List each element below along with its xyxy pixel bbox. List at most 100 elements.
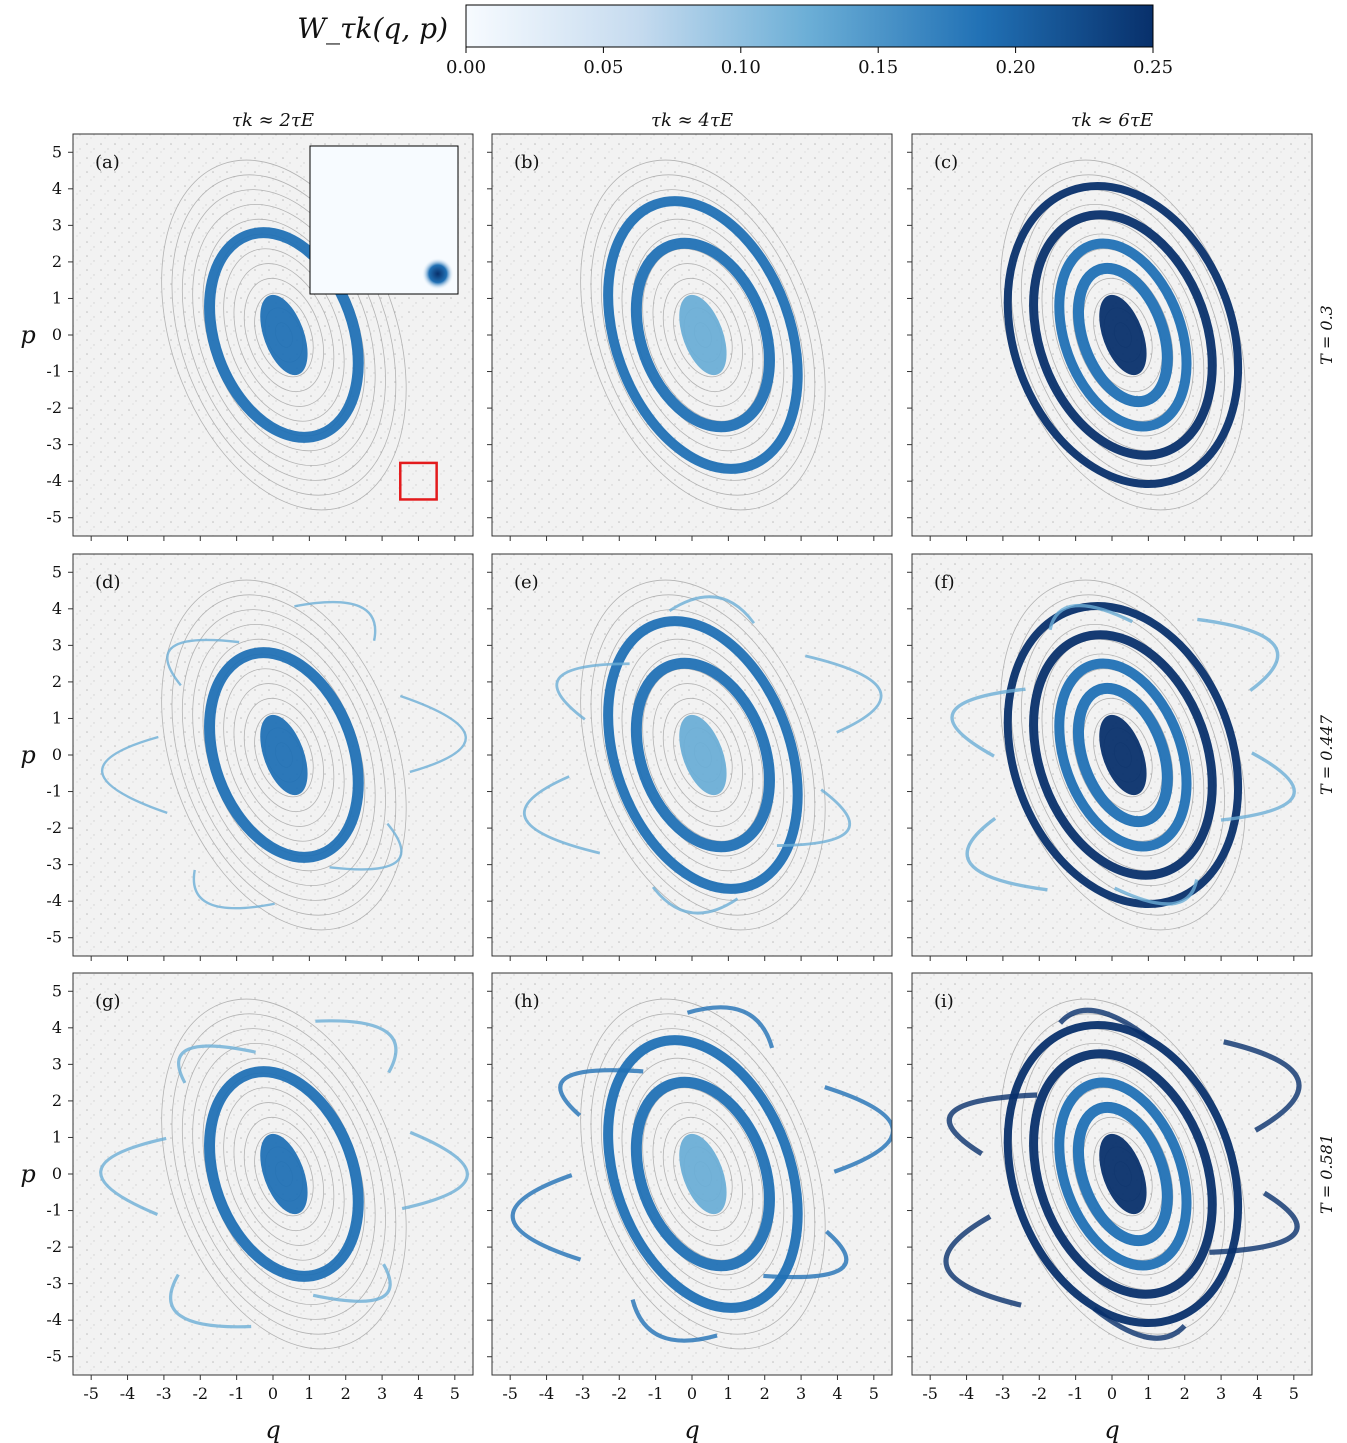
y-tick-label: 3 bbox=[52, 1054, 62, 1073]
density-core bbox=[260, 714, 308, 796]
density-ring bbox=[1072, 1101, 1173, 1247]
y-tick-label: 5 bbox=[52, 981, 62, 1000]
y-tick-label: 0 bbox=[52, 325, 62, 344]
y-tick-label: 0 bbox=[52, 745, 62, 764]
orbit-line bbox=[254, 1131, 314, 1217]
chaotic-filament bbox=[950, 687, 1026, 758]
density-ring bbox=[1072, 262, 1173, 408]
density-core bbox=[679, 1133, 727, 1215]
orbit-line bbox=[233, 1102, 335, 1246]
x-tick-label: 2 bbox=[760, 1384, 770, 1403]
chaotic-filament bbox=[177, 1044, 256, 1084]
orbit-line bbox=[243, 697, 324, 813]
chaotic-filament bbox=[192, 869, 275, 910]
panel-i: (i) -5 -4 -3 -2 -1 0 1 2 3 4 5 q bbox=[907, 972, 1313, 1443]
density-core bbox=[679, 714, 727, 796]
y-tick-label: -4 bbox=[46, 1310, 62, 1329]
panel-label: (e) bbox=[514, 572, 539, 593]
panel-label: (h) bbox=[514, 991, 540, 1012]
x-axis-label: q bbox=[1104, 1416, 1119, 1443]
orbit-line bbox=[171, 174, 397, 496]
y-tick-label: 3 bbox=[52, 215, 62, 234]
y-tick-label: 5 bbox=[52, 562, 62, 581]
density-core bbox=[1099, 714, 1147, 796]
density-ring bbox=[204, 647, 364, 863]
y-tick-label: -5 bbox=[46, 1347, 62, 1366]
y-tick-label: -4 bbox=[46, 471, 62, 490]
orbit-line bbox=[181, 189, 386, 481]
density-ring bbox=[630, 237, 775, 433]
row-label: T = 0.581 bbox=[1317, 1134, 1336, 1214]
x-tick-label: 4 bbox=[832, 1384, 842, 1403]
x-tick-label: 1 bbox=[723, 1384, 733, 1403]
chaotic-filament bbox=[943, 1214, 1022, 1308]
orbit-line bbox=[590, 594, 816, 916]
orbit-line bbox=[621, 218, 785, 452]
panel-label: (i) bbox=[934, 991, 954, 1012]
x-tick-label: 0 bbox=[268, 1384, 278, 1403]
x-tick-label: 0 bbox=[1107, 1384, 1117, 1403]
y-tick-label: -3 bbox=[46, 855, 62, 874]
y-axis-label: p bbox=[20, 1160, 35, 1188]
density-ring bbox=[1054, 1077, 1192, 1271]
panel-c: (c) bbox=[907, 133, 1313, 541]
chaotic-filament bbox=[166, 638, 240, 687]
chaotic-filament bbox=[510, 1173, 582, 1262]
chaotic-filament bbox=[763, 1229, 849, 1280]
y-tick-label: -2 bbox=[46, 1237, 62, 1256]
orbit-line bbox=[580, 159, 826, 511]
orbit-line bbox=[192, 204, 376, 466]
orbit-line bbox=[662, 277, 743, 393]
panel-label: (c) bbox=[934, 152, 958, 173]
orbit-line bbox=[254, 712, 314, 798]
orbit-line bbox=[673, 292, 733, 378]
chaotic-filament bbox=[101, 735, 168, 815]
panel-e: (e) bbox=[487, 553, 893, 961]
x-tick-label: -1 bbox=[648, 1384, 664, 1403]
colorbar-gradient bbox=[465, 4, 1154, 48]
orbit-line bbox=[1093, 712, 1153, 798]
panel-label: (a) bbox=[95, 152, 120, 173]
density-ring bbox=[603, 1035, 803, 1313]
y-tick-label: 4 bbox=[52, 1018, 62, 1037]
orbit-line bbox=[243, 277, 324, 393]
x-axis-label: q bbox=[265, 1416, 280, 1443]
y-tick-label: -1 bbox=[46, 1201, 62, 1220]
x-tick-label: 4 bbox=[413, 1384, 423, 1403]
y-tick-label: 4 bbox=[52, 179, 62, 198]
region-of-interest-box bbox=[399, 461, 438, 501]
x-tick-label: 2 bbox=[1180, 1384, 1190, 1403]
chaotic-filament bbox=[686, 1005, 775, 1049]
x-tick-label: 5 bbox=[1289, 1384, 1299, 1403]
chaotic-filament bbox=[805, 654, 883, 734]
x-tick-label: 3 bbox=[377, 1384, 387, 1403]
y-tick-label: -1 bbox=[46, 782, 62, 801]
density-ring bbox=[1003, 182, 1243, 488]
x-tick-label: -4 bbox=[959, 1384, 975, 1403]
x-tick-label: -1 bbox=[229, 1384, 245, 1403]
y-tick-label: -3 bbox=[46, 1274, 62, 1293]
x-tick-label: -2 bbox=[192, 1384, 208, 1403]
orbit-line bbox=[1010, 174, 1236, 496]
orbit-line bbox=[1093, 1131, 1153, 1217]
x-tick-label: -2 bbox=[1031, 1384, 1047, 1403]
orbit-line bbox=[621, 1057, 785, 1291]
orbit-line bbox=[161, 579, 407, 931]
panel-label: (f) bbox=[934, 572, 955, 593]
density-ring bbox=[1072, 682, 1173, 828]
orbit-line bbox=[233, 263, 335, 407]
column-title: τk ≈ 2τE bbox=[232, 110, 314, 131]
panel-label: (b) bbox=[514, 152, 540, 173]
x-tick-label: -5 bbox=[502, 1384, 518, 1403]
orbit-line bbox=[652, 1102, 754, 1246]
inset-initial-state bbox=[309, 145, 459, 295]
orbit-line bbox=[223, 248, 345, 422]
orbit-line bbox=[600, 189, 805, 481]
panel-label: (g) bbox=[95, 991, 121, 1012]
row-label: T = 0.3 bbox=[1317, 305, 1336, 365]
chaotic-filament bbox=[312, 1263, 392, 1303]
orbit-line bbox=[600, 1028, 805, 1320]
orbit-line bbox=[590, 1013, 816, 1335]
orbit-line bbox=[254, 292, 314, 378]
